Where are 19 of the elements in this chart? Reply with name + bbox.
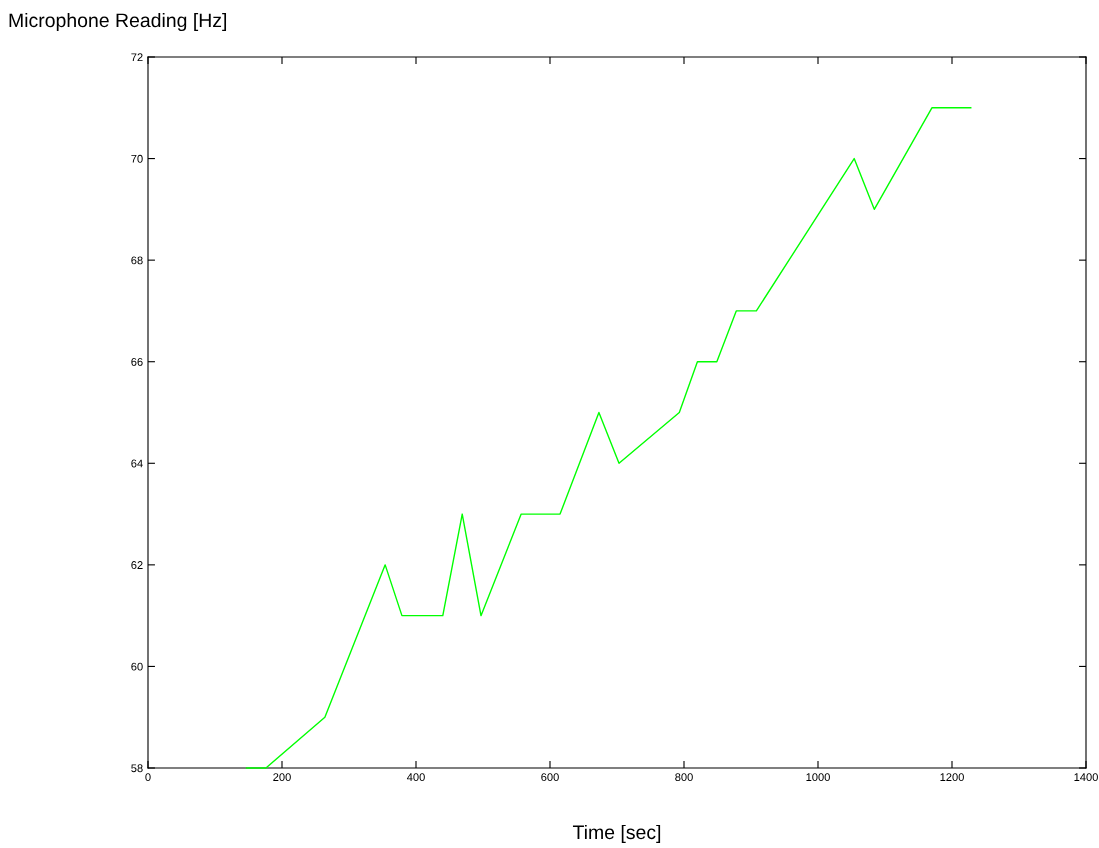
y-axis-title: Microphone Reading [Hz]	[9, 12, 227, 32]
line-series	[245, 107, 972, 769]
x-tick-label: 1000	[806, 773, 830, 782]
x-tick-label: 600	[541, 773, 559, 782]
y-tick-label: 60	[131, 662, 143, 671]
x-tick-label: 400	[406, 773, 425, 782]
y-tick-label: 64	[131, 459, 143, 468]
x-tick-label: 1200	[940, 773, 964, 782]
x-axis-title: Time [sec]	[572, 824, 661, 844]
x-tick-label: 1400	[1074, 773, 1098, 782]
x-tick-label: 200	[273, 773, 291, 782]
y-tick-label: 68	[131, 256, 143, 265]
y-tick-label: 70	[131, 154, 143, 163]
y-tick-label: 62	[131, 561, 143, 569]
y-tick-label: 72	[131, 53, 143, 62]
y-tick-label: 66	[131, 357, 143, 366]
x-tick-label: 800	[675, 773, 693, 782]
y-tick-label: 58	[131, 764, 143, 773]
x-tick-label: 0	[145, 773, 151, 782]
